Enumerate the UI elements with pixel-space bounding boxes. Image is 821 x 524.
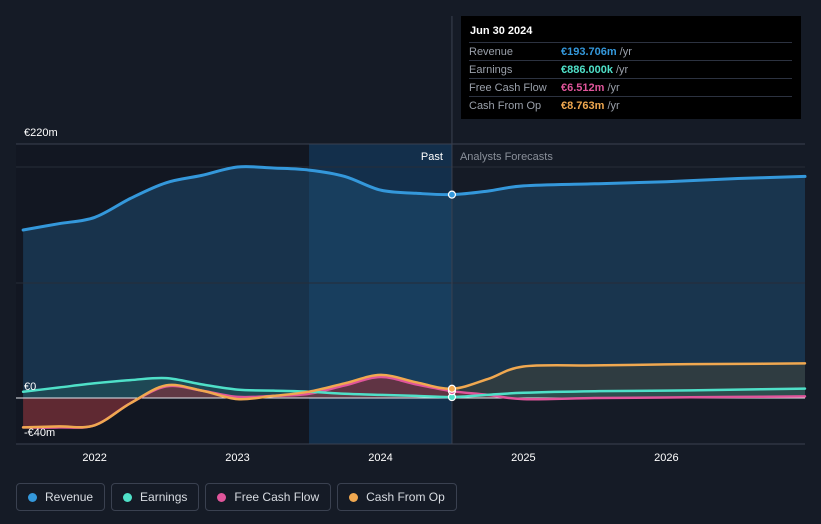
- series-line-earnings: [21, 376, 807, 399]
- tooltip-row-free-cash-flow: Free Cash Flow €6.512m /yr: [469, 78, 792, 96]
- tooltip-value: €886.000k: [561, 63, 613, 76]
- series-area-free-cash-flow: [23, 376, 806, 428]
- tooltip-label: Cash From Op: [469, 99, 542, 112]
- tooltip-unit: /yr: [619, 45, 632, 58]
- markers: [447, 190, 457, 402]
- legend-item-free-cash-flow[interactable]: Free Cash Flow: [205, 483, 332, 511]
- series-line-revenue: [21, 165, 807, 232]
- tooltip-unit: /yr: [607, 81, 620, 94]
- tooltip: Jun 30 2024 Revenue €193.706m /yr Earnin…: [461, 16, 801, 119]
- legend-label: Revenue: [45, 490, 94, 504]
- y-tick-top: €220m: [24, 127, 58, 139]
- legend-item-cash-from-op[interactable]: Cash From Op: [337, 483, 457, 511]
- marker-cash-from-op: [447, 384, 457, 393]
- legend-item-earnings[interactable]: Earnings: [111, 483, 200, 511]
- y-tick-bottom: -€40m: [24, 427, 55, 439]
- past-label: Past: [421, 151, 443, 163]
- legend-label: Free Cash Flow: [234, 490, 320, 504]
- x-tick-label: 2024: [368, 452, 392, 464]
- tooltip-row-revenue: Revenue €193.706m /yr: [469, 42, 792, 60]
- marker-revenue: [447, 190, 457, 199]
- series-lines: [21, 165, 807, 429]
- tooltip-value: €6.512m: [561, 81, 605, 94]
- tooltip-label: Free Cash Flow: [469, 81, 547, 94]
- revenue-dot-icon: [28, 492, 37, 502]
- x-tick-label: 2025: [511, 452, 535, 464]
- tooltip-unit: /yr: [616, 63, 629, 76]
- legend: Revenue Earnings Free Cash Flow Cash Fro…: [16, 483, 457, 511]
- tooltip-date: Jun 30 2024: [470, 25, 533, 37]
- series-line-cash-from-op: [21, 362, 807, 429]
- tooltip-label: Revenue: [469, 45, 514, 58]
- x-tick-label: 2026: [654, 452, 678, 464]
- free-cash-flow-dot-icon: [217, 492, 227, 502]
- cash-from-op-dot-icon: [349, 492, 359, 502]
- areas: [23, 166, 806, 428]
- x-tick-label: 2023: [225, 452, 249, 464]
- tooltip-value: €193.706m: [561, 45, 617, 58]
- y-tick-zero: €0: [24, 381, 36, 393]
- legend-label: Earnings: [140, 490, 188, 504]
- legend-label: Cash From Op: [366, 490, 445, 504]
- series-area-revenue: [23, 166, 806, 398]
- earnings-dot-icon: [123, 492, 133, 502]
- tooltip-value: €8.763m: [561, 99, 605, 112]
- x-ticks: 2022 2023 2024 2025 2026: [82, 452, 678, 464]
- tooltip-label: Earnings: [469, 63, 513, 76]
- tooltip-row-earnings: Earnings €886.000k /yr: [469, 60, 792, 78]
- legend-item-revenue[interactable]: Revenue: [16, 483, 106, 511]
- forecast-label: Analysts Forecasts: [460, 151, 553, 163]
- tooltip-row-cash-from-op: Cash From Op €8.763m /yr: [469, 96, 792, 114]
- x-tick-label: 2022: [82, 452, 106, 464]
- tooltip-unit: /yr: [607, 99, 620, 112]
